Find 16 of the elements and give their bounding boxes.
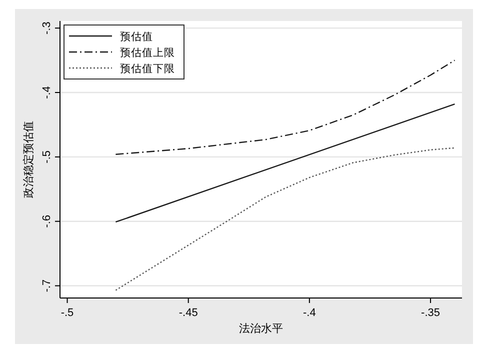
y-tick-label: -.6 <box>41 214 53 228</box>
legend-label: 预估值上限 <box>120 46 175 59</box>
x-tick-label: -.45 <box>178 307 198 319</box>
y-tick-label: -.5 <box>41 150 53 164</box>
y-tick-label: -.3 <box>41 22 53 35</box>
x-tick-label: -.5 <box>60 307 74 319</box>
legend-label: 预估值下限 <box>120 63 175 75</box>
x-tick-label: -.4 <box>303 307 316 319</box>
line-series <box>115 60 456 155</box>
line-series <box>115 147 456 291</box>
y-tick-label: -.7 <box>41 279 53 292</box>
y-tick-label: -.4 <box>41 86 53 99</box>
y-axis-title: 政治稳定预估值 <box>22 121 35 198</box>
x-tick-label: -.35 <box>421 307 440 319</box>
x-axis-title: 法治水平 <box>239 322 283 335</box>
legend-label: 预估值 <box>120 31 153 43</box>
